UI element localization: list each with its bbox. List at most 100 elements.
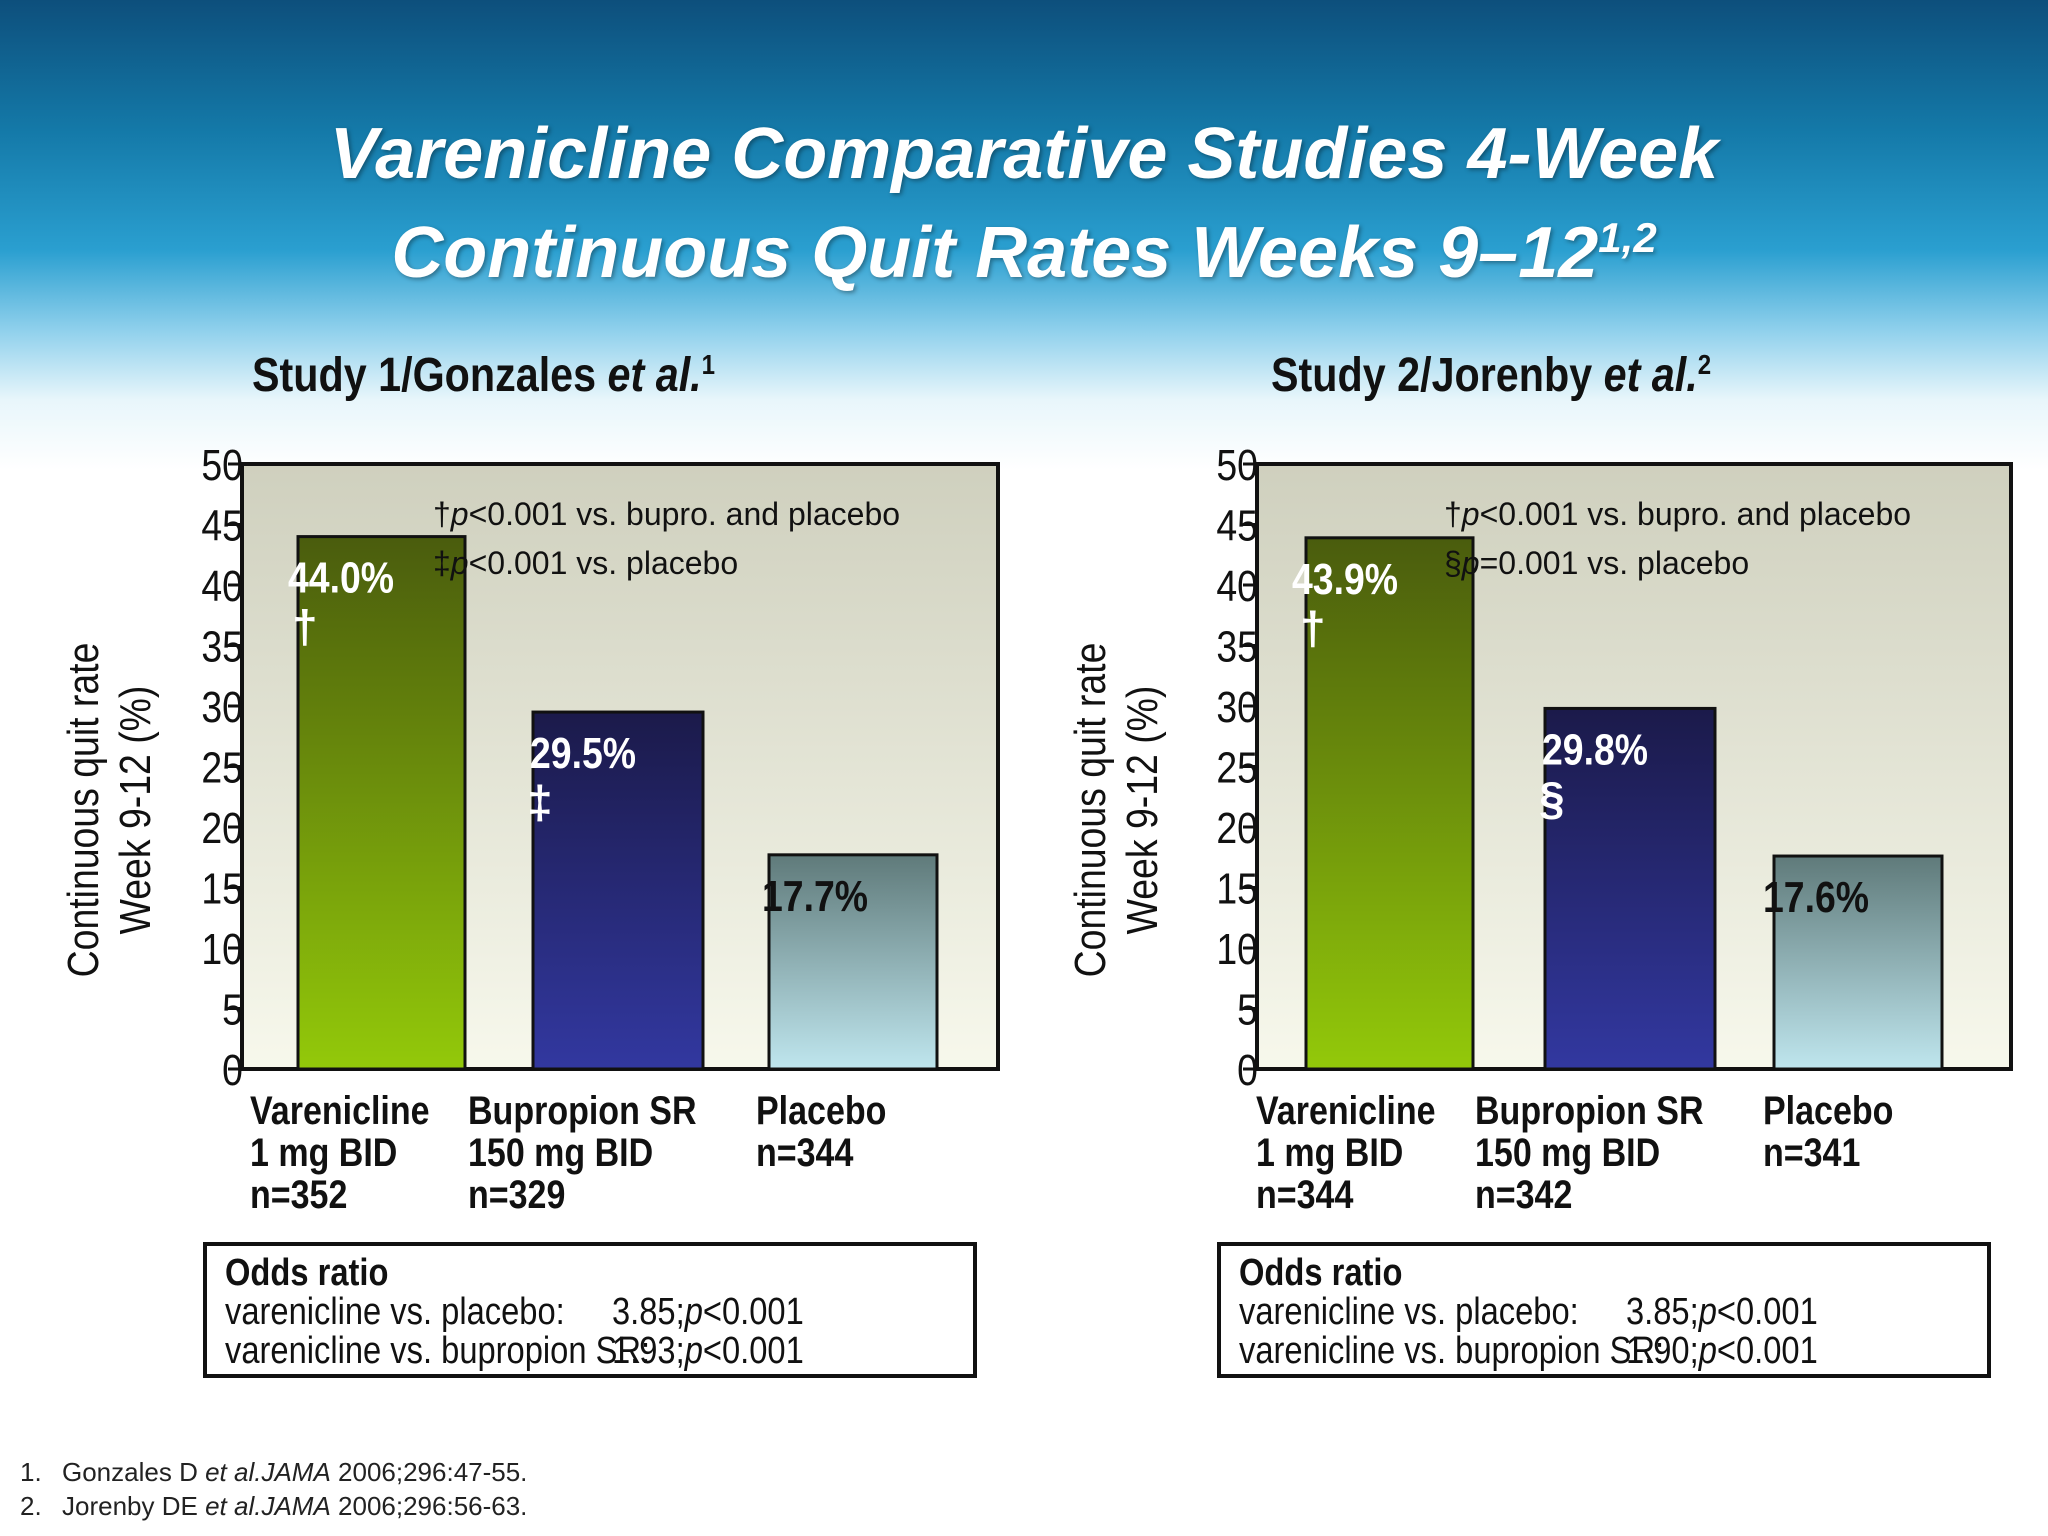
data-label: 29.5% [530, 728, 636, 778]
odds-ratio-box: Odds ratio varenicline vs. placebo: 3.85;… [203, 1242, 977, 1378]
chart-study-2: Study 2/Jorenby et al.2 Continuous quit … [1007, 348, 2027, 1400]
y-tick-label: 50 [201, 440, 243, 490]
odds-row-label: varenicline vs. bupropion SR: [225, 1330, 651, 1372]
bar [1772, 854, 1944, 1071]
significance-marker: § [1539, 772, 1565, 824]
reference-author: Gonzales D [62, 1457, 206, 1487]
data-label: 17.6% [1763, 872, 1869, 922]
data-label: 17.7% [762, 871, 868, 921]
y-tick-label: 30 [1216, 682, 1258, 732]
bar [1304, 536, 1475, 1071]
legend-symbol: ‡ [433, 545, 451, 581]
study-1-title-sup: 1 [701, 349, 716, 380]
y-tick-label: 40 [201, 561, 243, 611]
odds-row-value: 3.85; [612, 1291, 685, 1333]
legend-item-dagger: †p<0.001 vs. bupro. and placebo [433, 490, 900, 539]
y-tick-label: 5 [222, 985, 243, 1035]
legend-p: p [450, 545, 469, 581]
odds-row-p: p [1698, 1330, 1717, 1372]
legend-symbol: † [433, 496, 451, 532]
reference-item: 2. Jorenby DE et al.JAMA 2006;296:56-63. [20, 1489, 527, 1523]
category-line: n=344 [1256, 1173, 1354, 1217]
y-tick-label: 45 [201, 501, 243, 551]
y-tick-label: 35 [1216, 622, 1258, 672]
slide-title: Varenicline Comparative Studies 4-Week C… [0, 112, 2048, 295]
category-label-varenicline: Varenicline 1 mg BID n=344 [1256, 1090, 1436, 1216]
category-line: 1 mg BID [1256, 1131, 1404, 1175]
reference-number: 2. [20, 1491, 42, 1521]
y-tick-label: 0 [1237, 1045, 1258, 1095]
legend-text: <0.001 vs. placebo [468, 545, 739, 581]
chart-legend: †p<0.001 vs. bupro. and placebo §p=0.001… [1444, 490, 1911, 588]
odds-ratio-box: Odds ratio varenicline vs. placebo: 3.85;… [1217, 1242, 1991, 1378]
study-2-title: Study 2/Jorenby et al.2 [1271, 348, 1711, 403]
odds-ratio-header: Odds ratio [1239, 1252, 1403, 1294]
odds-row-pvalue: <0.001 [1716, 1291, 1818, 1333]
references: 1. Gonzales D et al.JAMA 2006;296:47-55. … [20, 1455, 527, 1523]
category-label-placebo: Placebo n=341 [1763, 1090, 1893, 1174]
y-tick-label: 25 [201, 743, 243, 793]
legend-item-dagger: †p<0.001 vs. bupro. and placebo [1444, 490, 1911, 539]
category-line: 1 mg BID [250, 1131, 398, 1175]
category-label-placebo: Placebo n=344 [756, 1090, 886, 1174]
category-label-bupropion: Bupropion SR 150 mg BID n=329 [468, 1090, 697, 1216]
y-tick-label: 30 [201, 682, 243, 732]
legend-item-double-dagger: ‡p<0.001 vs. placebo [433, 539, 900, 588]
odds-row: varenicline vs. placebo: 3.85; p <0.001 [225, 1293, 868, 1332]
odds-row-label: varenicline vs. placebo: [1239, 1291, 1579, 1333]
category-line: 150 mg BID [468, 1131, 654, 1175]
odds-row-pvalue: <0.001 [1716, 1330, 1818, 1372]
category-line: n=341 [1763, 1131, 1861, 1175]
category-line: 150 mg BID [1475, 1131, 1661, 1175]
y-tick-label: 10 [201, 924, 243, 974]
reference-citation: 2006;296:47-55. [330, 1457, 528, 1487]
odds-row-value: 1.90; [1626, 1330, 1699, 1372]
category-line: n=344 [756, 1131, 854, 1175]
study-1-title-text: Study 1/Gonzales [252, 349, 608, 402]
odds-row: varenicline vs. placebo: 3.85; p <0.001 [1239, 1293, 1882, 1332]
bar [1543, 706, 1717, 1071]
odds-ratio-header: Odds ratio [225, 1252, 389, 1294]
legend-symbol: † [1444, 496, 1462, 532]
reference-citation: 2006;296:56-63. [330, 1491, 528, 1521]
significance-marker: † [1300, 602, 1326, 654]
legend-text: <0.001 vs. bupro. and placebo [1479, 496, 1912, 532]
y-tick-label: 5 [1237, 985, 1258, 1035]
chart-study-1: Study 1/Gonzales et al.1 Continuous quit… [0, 348, 1020, 1400]
y-tick-label: 20 [201, 803, 243, 853]
odds-row-value: 1.93; [612, 1330, 685, 1372]
legend-p: p [1461, 496, 1480, 532]
odds-row-value: 3.85; [1626, 1291, 1699, 1333]
study-1-title: Study 1/Gonzales et al.1 [252, 348, 715, 403]
category-label-varenicline: Varenicline 1 mg BID n=352 [250, 1090, 430, 1216]
data-label: 43.9% [1292, 554, 1398, 604]
y-tick-label: 25 [1216, 743, 1258, 793]
data-label: 44.0% [288, 553, 394, 603]
y-tick-label: 15 [201, 864, 243, 914]
study-2-title-text: Study 2/Jorenby [1271, 349, 1604, 402]
slide-title-line1: Varenicline Comparative Studies 4-Week [329, 114, 1719, 194]
odds-row-label: varenicline vs. placebo: [225, 1291, 565, 1333]
odds-row-p: p [684, 1330, 703, 1372]
study-2-title-sup: 2 [1697, 349, 1712, 380]
odds-row: varenicline vs. bupropion SR: 1.93; p <0.0… [225, 1332, 868, 1371]
odds-row-p: p [1698, 1291, 1717, 1333]
category-line: Varenicline [1256, 1089, 1436, 1133]
category-line: n=352 [250, 1173, 348, 1217]
legend-item-section: §p=0.001 vs. placebo [1444, 539, 1911, 588]
chart-legend: †p<0.001 vs. bupro. and placebo ‡p<0.001… [433, 490, 900, 588]
odds-row-pvalue: <0.001 [702, 1291, 804, 1333]
category-line: Placebo [756, 1089, 887, 1133]
odds-row: varenicline vs. bupropion SR: 1.90; p <0.0… [1239, 1332, 1882, 1371]
reference-journal: et al.JAMA [205, 1457, 331, 1487]
y-tick-label: 20 [1216, 803, 1258, 853]
category-line: n=329 [468, 1173, 566, 1217]
bar [767, 853, 939, 1071]
slide-title-line2-text: Continuous Quit Rates Weeks 9–12 [391, 213, 1599, 293]
category-line: Bupropion SR [468, 1089, 697, 1133]
data-label: 29.8% [1542, 725, 1648, 775]
bar [531, 710, 705, 1071]
y-tick-label: 50 [1216, 440, 1258, 490]
